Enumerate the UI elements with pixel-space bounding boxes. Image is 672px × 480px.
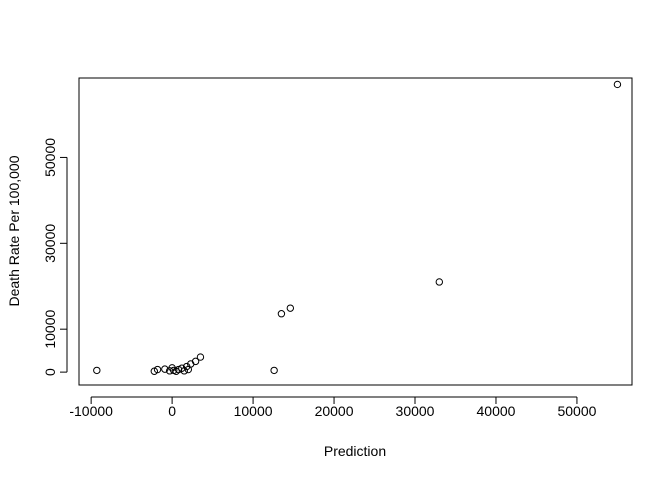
y-axis: 0 10000 30000 50000 [42, 138, 68, 376]
data-point [180, 367, 188, 375]
data-point [196, 353, 205, 361]
data-point [613, 80, 622, 89]
x-tick-label: 40000 [477, 403, 516, 419]
data-point [435, 278, 444, 286]
data-point [286, 304, 295, 312]
x-tick-label: 10000 [234, 403, 273, 419]
data-points [93, 80, 622, 375]
plot-frame [78, 77, 633, 386]
data-point [191, 357, 200, 366]
y-axis-title: Death Rate Per 100,000 [6, 155, 22, 306]
y-tick-label: 0 [42, 368, 58, 376]
x-tick-label: 50000 [557, 403, 596, 419]
data-point [174, 365, 183, 374]
data-point [277, 310, 286, 318]
data-point [270, 366, 278, 375]
y-tick-label: 30000 [42, 224, 58, 263]
y-tick-label: 50000 [42, 138, 58, 177]
x-tick-label: 20000 [315, 403, 354, 419]
y-tick-label: 10000 [42, 310, 58, 349]
x-tick-label: 0 [168, 403, 176, 419]
data-point [93, 366, 101, 375]
x-tick-label: -10000 [69, 403, 113, 419]
data-point [153, 365, 162, 374]
x-tick-label: 30000 [396, 403, 435, 419]
data-point [161, 365, 169, 373]
x-axis-title: Prediction [324, 443, 386, 459]
x-axis: -10000 0 10000 20000 30000 40000 50000 [69, 396, 597, 419]
